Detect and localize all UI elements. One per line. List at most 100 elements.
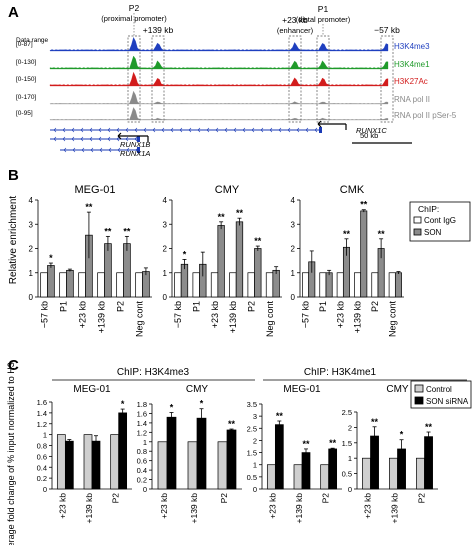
annotation-title-57-kb: −57 kb xyxy=(374,25,400,35)
y-tick-label: 0 xyxy=(163,293,168,302)
y-tick-label: 0 xyxy=(348,485,352,494)
significance-139-kb: ** xyxy=(360,200,368,210)
gene-strand-tick xyxy=(260,127,264,133)
y-tick-label: 1.6 xyxy=(137,409,147,418)
x-tick-label-p2: P2 xyxy=(417,493,427,504)
chart-title: MEG-01 xyxy=(283,384,321,395)
y-tick-label: 0.4 xyxy=(137,466,147,475)
track-range-h3k4me3: [0-87] xyxy=(16,41,33,48)
gene-strand-tick xyxy=(62,136,66,142)
b-legend-swatch-son xyxy=(413,228,422,236)
gene-strand-tick xyxy=(53,127,57,133)
bar-cont-igg-neg-cont xyxy=(135,272,143,298)
x-tick-label-23-kb: +23 kb xyxy=(57,493,67,519)
chart-b-meg-01: MEG-01 0 1 2 3 4 * −57 kb P1 ** +23 kb ** +139 kb ** P… xyxy=(29,184,152,337)
bar-son-p2 xyxy=(254,248,262,298)
bar-son-neg-cont xyxy=(394,272,402,298)
x-tick-label-23-kb: +23 kb xyxy=(210,301,220,328)
gene-strand-tick xyxy=(215,127,219,133)
y-tick-label: 3 xyxy=(253,412,257,421)
chart-b-cmy: CMY 0 1 2 3 4 * −57 kb P1 ** +23 kb ** +139 kb ** P2 Ne… xyxy=(163,184,282,337)
gene-strand-tick xyxy=(90,147,94,153)
b-ylabel: Relative enrichment xyxy=(8,196,19,285)
x-tick-label-23-kb: +23 kb xyxy=(159,493,169,519)
scale-bar: 50 kb xyxy=(352,131,412,144)
gene-strand-tick xyxy=(170,127,174,133)
gene-strand-tick xyxy=(107,127,111,133)
bar-son-57-kb xyxy=(47,265,55,298)
significance-139-kb: * xyxy=(200,399,204,409)
c-legend-entry-control: Control xyxy=(426,385,452,394)
x-tick-label-neg-cont: Neg cont xyxy=(135,301,145,338)
gene-strand-tick xyxy=(53,136,57,142)
bar-cont-igg-p1 xyxy=(192,272,200,298)
bar-son-sirna-p2 xyxy=(226,429,237,490)
x-tick-label-23-kb: +23 kb xyxy=(78,301,88,328)
significance-139-kb: ** xyxy=(236,208,244,218)
gene-strand-tick xyxy=(314,127,318,133)
y-tick-label: 0 xyxy=(253,485,257,494)
bar-cont-igg-p1 xyxy=(59,272,67,298)
significance-p2: * xyxy=(121,399,125,409)
chart-title: CMK xyxy=(340,184,365,196)
gene-strand-tick xyxy=(143,127,147,133)
chart-c-chip-h3k4me3-meg-01: MEG-01 0 0.2 0.4 0.60.8 1 1.2 1.4 1.6 +23 kb +139 … xyxy=(37,384,132,524)
track-signal-h3k4me3 xyxy=(49,37,389,52)
bar-son-p1 xyxy=(325,272,333,298)
gene-strand-tick xyxy=(161,127,165,133)
annotation-title-p2: P2 xyxy=(129,3,140,13)
significance-p2: ** xyxy=(378,229,386,239)
bar-cont-igg-23-kb xyxy=(336,272,344,298)
track-signal-h3k4me1 xyxy=(49,55,389,70)
gene-strand-tick xyxy=(80,127,84,133)
gene-strand-tick xyxy=(287,127,291,133)
x-tick-label-p2: P2 xyxy=(321,493,331,504)
data-range-label: Data range xyxy=(16,37,49,44)
x-tick-label-23-kb: +23 kb xyxy=(335,301,345,328)
x-tick-label-57-kb: −57 kb xyxy=(173,301,183,328)
y-tick-label: 1.6 xyxy=(37,398,47,407)
panel-b-letter: B xyxy=(8,167,19,184)
x-tick-label-139-kb: +139 kb xyxy=(294,493,304,524)
tss-arrow-p1 xyxy=(317,120,346,128)
annotation-title-p1: P1 xyxy=(318,4,329,14)
y-tick-label: 0 xyxy=(29,293,34,302)
y-tick-label: 1 xyxy=(143,438,147,447)
gene-strand-tick xyxy=(98,136,102,142)
bar-cont-igg-57-kb xyxy=(174,272,182,298)
bar-son-sirna-23-kb xyxy=(166,416,177,490)
y-tick-label: 2 xyxy=(291,245,296,254)
gene-strand-tick xyxy=(305,127,309,133)
gene-strand-tick xyxy=(98,127,102,133)
bar-cont-igg-23-kb xyxy=(78,272,86,298)
significance-23-kb: ** xyxy=(343,229,351,239)
gene-strand-tick xyxy=(197,127,201,133)
b-legend-entry-igg: Cont IgG xyxy=(424,216,456,225)
chart-title: CMY xyxy=(386,384,409,395)
panel-a-letter: A xyxy=(8,4,19,21)
bar-cont-igg-p1 xyxy=(319,272,327,298)
annotation-sub-23-kb: (enhancer) xyxy=(277,26,314,35)
annotation-title-23-kb: +23 kb xyxy=(282,15,308,25)
bar-control-23-kb xyxy=(157,441,168,490)
c-legend-swatch-son-sirna xyxy=(414,396,424,405)
bar-cont-igg-p2 xyxy=(371,272,379,298)
c-legend-entry-son-sirna: SON siRNA xyxy=(426,397,469,406)
panel-c: C Average fold change of % input normali… xyxy=(6,357,472,545)
gene-strand-tick xyxy=(251,127,255,133)
x-tick-label-p1: P1 xyxy=(59,301,69,312)
x-tick-label-p2: P2 xyxy=(247,301,257,312)
significance-23-kb: ** xyxy=(218,212,226,222)
gene-strand-tick xyxy=(278,127,282,133)
track-signal-rna-pol-ii-pser-5 xyxy=(49,107,389,121)
significance-139-kb: ** xyxy=(302,439,310,449)
c-legend: Control SON siRNA xyxy=(410,380,472,409)
chart-title: CMY xyxy=(186,384,209,395)
x-tick-label-p2: P2 xyxy=(116,301,126,312)
bar-control-23-kb xyxy=(56,434,66,490)
gene-strand-tick xyxy=(72,147,76,153)
y-tick-label: 2 xyxy=(348,423,352,432)
gene-strand-tick xyxy=(80,136,84,142)
